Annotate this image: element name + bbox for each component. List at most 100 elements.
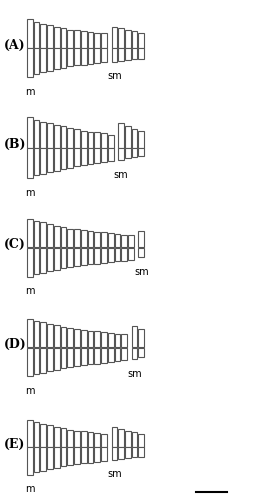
Bar (132, 48, 137, 60)
Bar (81, 131, 87, 148)
Bar (115, 248, 120, 262)
Text: m: m (25, 188, 35, 198)
Bar (139, 131, 144, 148)
Bar (54, 348, 60, 370)
Bar (94, 348, 100, 364)
Text: sm: sm (127, 368, 142, 378)
Bar (74, 329, 80, 347)
Bar (121, 334, 127, 347)
Bar (118, 148, 124, 160)
Bar (132, 448, 137, 458)
Bar (61, 48, 66, 68)
Bar (125, 126, 131, 148)
Bar (94, 148, 100, 163)
Bar (54, 326, 60, 347)
Text: (A): (A) (4, 38, 26, 52)
Bar (54, 248, 60, 270)
Bar (125, 448, 131, 458)
Bar (40, 122, 46, 148)
Bar (40, 348, 46, 372)
Bar (88, 132, 93, 148)
Bar (81, 330, 87, 347)
Bar (34, 48, 39, 74)
Bar (47, 448, 53, 469)
Bar (54, 148, 60, 171)
Bar (54, 426, 60, 447)
Bar (132, 31, 137, 48)
Bar (67, 228, 73, 248)
Text: sm: sm (114, 170, 128, 179)
Bar (81, 448, 87, 464)
Bar (125, 48, 131, 60)
Bar (61, 448, 66, 466)
Bar (54, 125, 60, 148)
Text: (C): (C) (4, 238, 26, 251)
Text: (D): (D) (4, 338, 27, 351)
Bar (67, 128, 73, 148)
Bar (108, 248, 113, 262)
Bar (74, 430, 80, 447)
Bar (101, 448, 107, 461)
Bar (74, 348, 80, 366)
Bar (40, 448, 46, 471)
Bar (54, 48, 60, 69)
Bar (132, 348, 137, 359)
Bar (94, 332, 100, 347)
Bar (94, 48, 100, 63)
Bar (94, 132, 100, 148)
Bar (34, 248, 39, 274)
Bar (115, 334, 120, 347)
Bar (94, 32, 100, 48)
Bar (81, 48, 87, 64)
Text: m: m (25, 484, 35, 494)
Bar (27, 118, 33, 148)
Bar (94, 433, 100, 447)
Bar (34, 221, 39, 248)
Bar (40, 222, 46, 248)
Bar (61, 428, 66, 447)
Bar (112, 428, 117, 447)
Bar (88, 448, 93, 462)
Bar (118, 429, 124, 447)
Bar (47, 48, 53, 71)
Bar (54, 226, 60, 248)
Bar (132, 432, 137, 447)
Bar (40, 148, 46, 174)
Text: (B): (B) (4, 138, 26, 151)
Text: (E): (E) (4, 438, 25, 451)
Bar (118, 124, 124, 148)
Bar (27, 348, 33, 376)
Bar (112, 48, 117, 62)
Bar (101, 332, 107, 347)
Bar (108, 333, 113, 347)
Text: m: m (25, 386, 35, 396)
Bar (74, 230, 80, 248)
Bar (67, 448, 73, 465)
Bar (61, 28, 66, 48)
Bar (47, 248, 53, 271)
Bar (88, 148, 93, 164)
Bar (40, 48, 46, 72)
Bar (67, 248, 73, 266)
Bar (94, 448, 100, 462)
Bar (67, 348, 73, 366)
Bar (139, 448, 144, 456)
Bar (27, 420, 33, 447)
Bar (108, 233, 113, 248)
Bar (81, 31, 87, 48)
Bar (47, 148, 53, 172)
Bar (34, 448, 39, 472)
Bar (67, 30, 73, 48)
Text: sm: sm (134, 266, 149, 276)
Bar (47, 425, 53, 447)
Bar (27, 248, 33, 276)
Bar (40, 248, 46, 272)
Bar (74, 248, 80, 266)
Bar (112, 26, 117, 48)
Bar (101, 48, 107, 62)
Bar (132, 148, 137, 157)
Bar (67, 148, 73, 168)
Bar (88, 432, 93, 447)
Bar (34, 348, 39, 374)
Bar (139, 48, 144, 58)
